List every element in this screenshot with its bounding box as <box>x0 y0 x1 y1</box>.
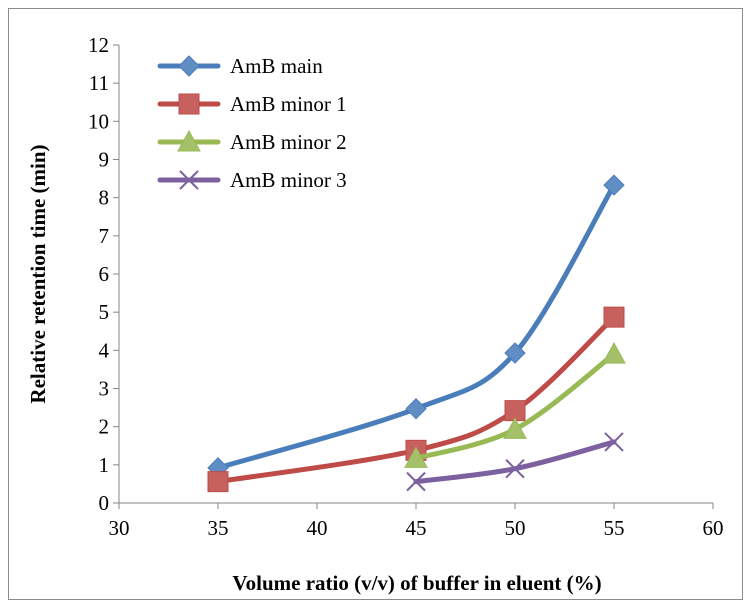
series-line-amb-minor-3 <box>413 439 617 485</box>
data-point-amb-minor-3 <box>406 471 426 492</box>
data-point-amb-minor-3 <box>505 458 525 479</box>
legend-label: AmB minor 2 <box>230 130 347 154</box>
series-layer <box>207 174 626 493</box>
x-marker-stroke <box>505 458 525 479</box>
legend-entry-amb-minor-3: AmB minor 3 <box>157 168 347 192</box>
y-tick-label: 7 <box>99 224 110 248</box>
legend-marker <box>178 55 200 77</box>
x-tick-label: 35 <box>208 516 229 540</box>
data-point-amb-minor-2 <box>503 417 527 439</box>
legend-entry-amb-main: AmB main <box>157 54 323 78</box>
data-point-amb-minor-1 <box>207 471 229 493</box>
x-tick-label: 50 <box>505 516 526 540</box>
x-marker-stroke <box>406 471 426 492</box>
chart-frame <box>8 8 743 600</box>
series-line-amb-minor-1 <box>215 314 617 485</box>
series-amb-main <box>207 174 625 479</box>
legend-entry-amb-minor-1: AmB minor 1 <box>157 92 347 116</box>
series-amb-minor-2 <box>404 342 626 468</box>
data-point-amb-minor-2 <box>404 446 428 468</box>
legend-label: AmB main <box>230 54 323 78</box>
x-axis-title: Volume ratio (v/v) of buffer in eluent (… <box>232 571 601 595</box>
data-point-amb-minor-1 <box>603 306 625 328</box>
data-point-amb-main <box>603 174 625 196</box>
x-tick-label: 55 <box>604 516 625 540</box>
x-marker-stroke <box>179 170 199 190</box>
data-point-amb-minor-3 <box>604 432 624 452</box>
y-tick-label: 11 <box>89 71 109 95</box>
y-tick-label: 6 <box>99 262 110 286</box>
y-tick-label: 2 <box>99 415 110 439</box>
x-tick-label: 40 <box>307 516 328 540</box>
legend-marker <box>178 93 200 115</box>
data-point-amb-minor-2 <box>602 342 626 364</box>
y-tick-label: 5 <box>99 300 110 324</box>
legend: AmB main AmB minor 1 AmB minor 2 AmB minor … <box>157 54 347 192</box>
y-tick-label: 4 <box>99 338 110 362</box>
y-tick-label: 8 <box>99 186 110 210</box>
series-amb-minor-1 <box>207 306 625 493</box>
x-tick-label: 60 <box>703 516 724 540</box>
legend-entry-amb-minor-2: AmB minor 2 <box>157 129 347 154</box>
y-axis-title: Relative retention time (min) <box>26 144 50 403</box>
series-amb-minor-3 <box>406 432 624 492</box>
series-line-amb-main <box>215 182 617 471</box>
y-tick-label: 9 <box>99 148 110 172</box>
y-tick-label: 1 <box>99 453 110 477</box>
data-point-amb-main <box>504 342 526 364</box>
y-tick-label: 12 <box>88 33 109 57</box>
legend-marker <box>177 129 201 152</box>
x-tick-label: 30 <box>109 516 130 540</box>
legend-label: AmB minor 1 <box>230 92 347 116</box>
legend-label: AmB minor 3 <box>230 168 347 192</box>
y-tick-label: 3 <box>99 377 110 401</box>
y-tick-label: 0 <box>99 491 110 515</box>
x-tick-label: 45 <box>406 516 427 540</box>
data-point-amb-main <box>405 398 427 420</box>
legend-marker <box>179 170 199 190</box>
x-marker-stroke <box>604 432 624 452</box>
y-tick-label: 10 <box>88 109 109 133</box>
